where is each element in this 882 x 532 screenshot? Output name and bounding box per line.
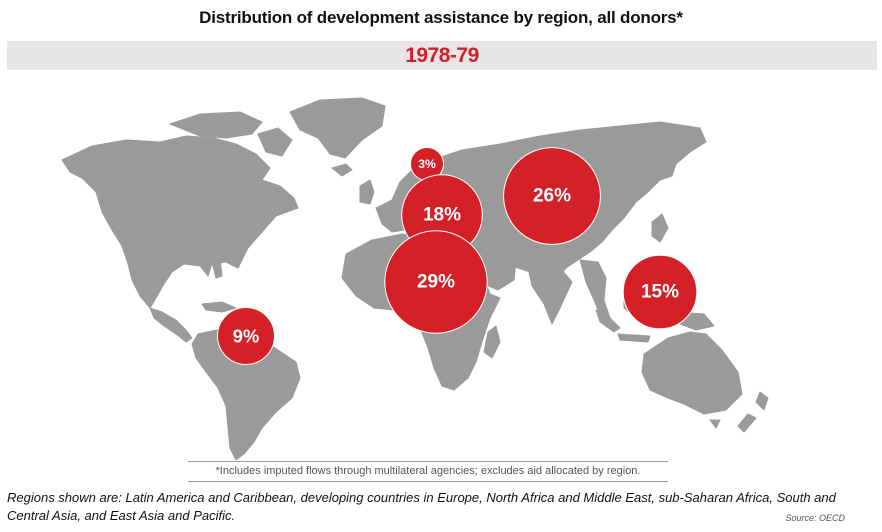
bubble-east-asia-and-pacific — [622, 254, 698, 330]
period-label: 1978-79 — [405, 44, 479, 67]
new-zealand-land — [737, 391, 769, 433]
period-band: 1978-79 — [7, 41, 877, 70]
madagascar-land — [483, 325, 501, 359]
british-isles-land — [359, 179, 375, 205]
bubble-label-latin-america-and-caribbean: 9% — [233, 326, 259, 347]
caribbean-land — [201, 301, 237, 313]
japan-land — [651, 213, 669, 243]
bubble-label-sub-saharan-africa: 29% — [417, 272, 455, 293]
source-label: Source: OECD — [785, 513, 845, 523]
central-america-land — [149, 307, 193, 343]
footnote: *Includes imputed flows through multilat… — [215, 465, 641, 477]
iceland-land — [331, 163, 353, 177]
bubble-label-east-asia-and-pacific: 15% — [641, 282, 679, 303]
south-america-land — [191, 327, 301, 461]
java-land — [617, 333, 651, 343]
regions-note: Regions shown are: Latin America and Car… — [7, 490, 836, 523]
tasmania-land — [709, 419, 721, 429]
bubble-label-developing-countries-in-europe: 3% — [418, 157, 436, 171]
world-map: 9% 3% 18% 29% 26% 15% — [0, 72, 882, 461]
north-america-land — [61, 135, 299, 309]
baffin-island-land — [257, 127, 293, 157]
footnote-box: *Includes imputed flows through multilat… — [188, 461, 668, 482]
southeast-asia-land — [579, 259, 611, 321]
greenland-land — [289, 97, 386, 159]
bubble-sub-saharan-africa — [384, 230, 488, 334]
sumatra-land — [595, 309, 621, 333]
arctic-islands-land — [169, 111, 263, 139]
india-land — [527, 267, 573, 325]
bubble-latin-america-and-caribbean — [217, 307, 275, 365]
australia-land — [641, 331, 743, 415]
world-map-svg: 9% 3% 18% 29% 26% 15% — [61, 97, 769, 461]
bubble-south-and-central-asia — [503, 147, 601, 245]
bubble-label-south-and-central-asia: 26% — [533, 186, 571, 207]
region-bubbles: 9% 3% 18% 29% 26% 15% — [217, 147, 698, 365]
florida-land — [211, 257, 223, 279]
bubble-label-north-africa-and-middle-east: 18% — [423, 205, 461, 226]
chart-title: Distribution of development assistance b… — [199, 8, 683, 27]
